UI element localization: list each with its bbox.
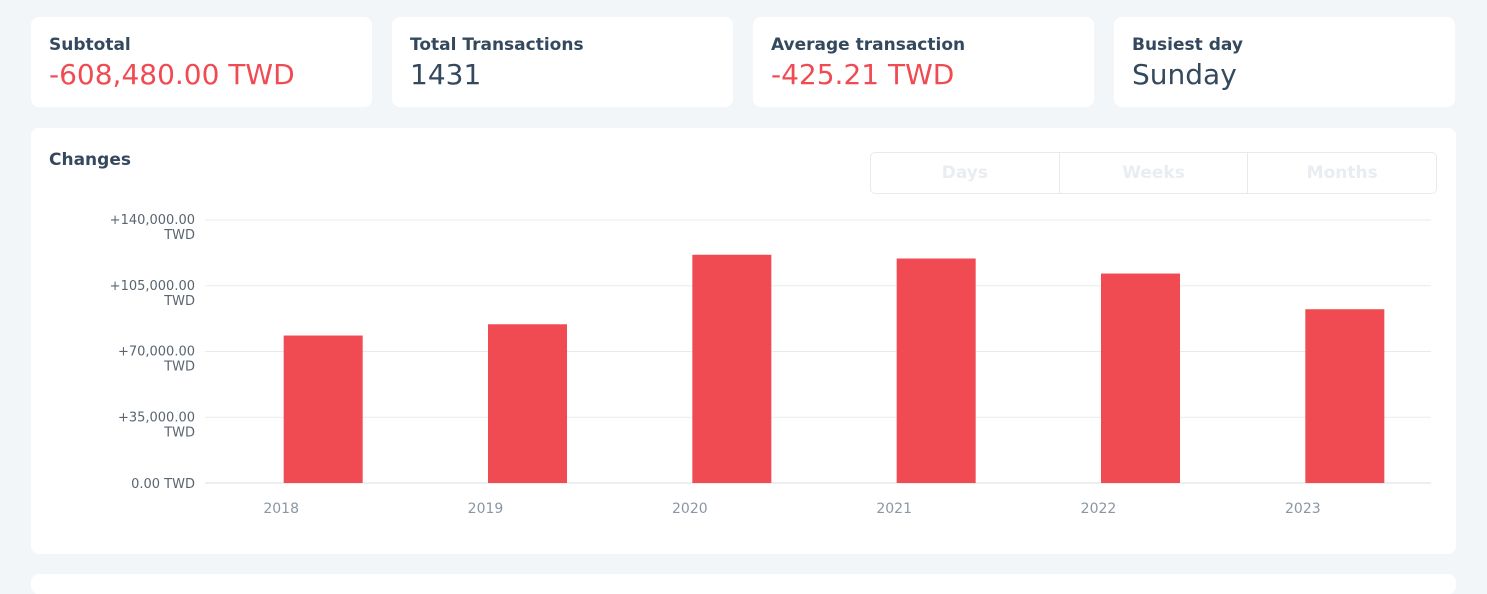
- bar-2019[interactable]: [488, 324, 567, 483]
- weeks-button[interactable]: Weeks: [1060, 153, 1249, 193]
- x-tick-label: 2023: [1285, 501, 1321, 517]
- stat-label: Busiest day: [1132, 35, 1243, 55]
- busiest-day-card: Busiest day Sunday: [1114, 17, 1455, 107]
- bar-chart: +140,000.00 TWD +105,000.00 TWD +70,000.00 TW…: [110, 213, 1431, 517]
- months-button[interactable]: Months: [1306, 163, 1378, 183]
- bar-2018[interactable]: [283, 335, 363, 483]
- stat-value: -608,480.00 TWD: [49, 58, 295, 91]
- y-tick-label: +105,000.00 TWD: [110, 279, 195, 309]
- x-tick-label: 2019: [468, 501, 504, 517]
- stat-label: Subtotal: [49, 35, 131, 55]
- y-tick-label: 0.00 TWD: [131, 477, 195, 492]
- y-tick-label: +35,000.00 TWD: [118, 410, 195, 440]
- x-tick-label: 2018: [263, 501, 299, 517]
- stat-label: Total Transactions: [410, 35, 584, 55]
- stat-value: 1431: [410, 58, 482, 91]
- x-tick-label: 2021: [876, 501, 912, 517]
- changes-chart-card: Changes Days Weeks Months +140,000.00 TWD…: [31, 128, 1456, 554]
- next-card: [31, 574, 1456, 594]
- bar-2021[interactable]: [896, 258, 976, 483]
- bar-2023[interactable]: [1305, 309, 1385, 483]
- chart-title: Changes: [49, 150, 131, 170]
- bar-2020[interactable]: [692, 254, 772, 483]
- period-switcher: Days Weeks Months: [870, 152, 1437, 194]
- stat-label: Average transaction: [771, 35, 966, 55]
- total-transactions-card: Total Transactions 1431: [392, 17, 733, 107]
- stat-value: Sunday: [1132, 58, 1237, 91]
- bar-2022[interactable]: [1101, 273, 1180, 483]
- y-tick-label: +70,000.00 TWD: [118, 345, 195, 375]
- y-tick-label: +140,000.00 TWD: [110, 213, 195, 243]
- days-button[interactable]: Days: [871, 153, 1060, 193]
- stat-value: -425.21 TWD: [771, 58, 955, 91]
- stats-row: Subtotal -608,480.00 TWD Total Transacti…: [31, 17, 1455, 107]
- x-tick-label: 2022: [1081, 501, 1117, 517]
- x-tick-label: 2020: [672, 501, 708, 517]
- average-transaction-card: Average transaction -425.21 TWD: [753, 17, 1094, 107]
- subtotal-card: Subtotal -608,480.00 TWD: [31, 17, 372, 107]
